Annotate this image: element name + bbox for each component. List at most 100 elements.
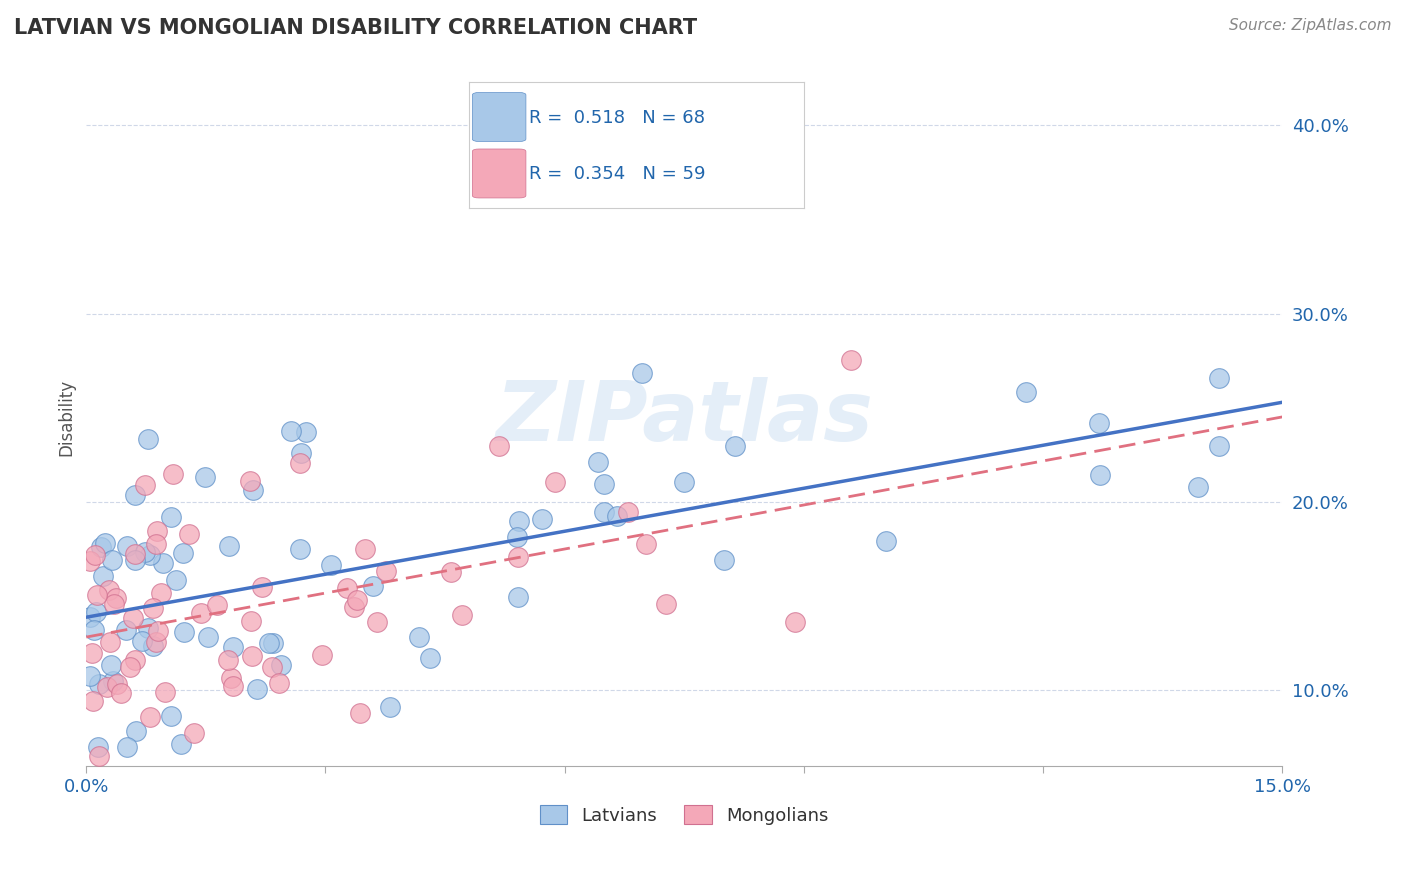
Point bbox=[125, 723, 148, 738]
Point bbox=[97, 582, 120, 597]
Point bbox=[295, 425, 318, 439]
Point bbox=[139, 710, 162, 724]
Point bbox=[134, 478, 156, 492]
Point bbox=[160, 509, 183, 524]
Point bbox=[162, 467, 184, 481]
Point bbox=[785, 615, 807, 630]
Point bbox=[531, 512, 554, 526]
Point bbox=[419, 650, 441, 665]
Point bbox=[194, 470, 217, 484]
Point bbox=[136, 621, 159, 635]
Point bbox=[242, 483, 264, 498]
Point bbox=[346, 592, 368, 607]
Point bbox=[366, 615, 388, 630]
Point bbox=[617, 505, 640, 519]
Point bbox=[82, 693, 104, 707]
Point bbox=[152, 556, 174, 570]
Text: Source: ZipAtlas.com: Source: ZipAtlas.com bbox=[1229, 18, 1392, 33]
Point bbox=[142, 639, 165, 653]
Point bbox=[240, 648, 263, 663]
Point bbox=[86, 605, 108, 619]
Point bbox=[197, 630, 219, 644]
Point bbox=[90, 540, 112, 554]
Point bbox=[343, 600, 366, 615]
Point bbox=[219, 671, 242, 685]
Point bbox=[115, 539, 138, 553]
Point bbox=[134, 544, 156, 558]
Point bbox=[142, 601, 165, 615]
Point bbox=[250, 580, 273, 594]
Point bbox=[290, 446, 312, 460]
Point bbox=[103, 597, 125, 611]
Point bbox=[96, 681, 118, 695]
Point bbox=[86, 739, 108, 754]
Text: LATVIAN VS MONGOLIAN DISABILITY CORRELATION CHART: LATVIAN VS MONGOLIAN DISABILITY CORRELAT… bbox=[14, 18, 697, 37]
Point bbox=[1014, 384, 1036, 399]
Point bbox=[875, 533, 897, 548]
Point bbox=[246, 681, 269, 696]
Legend: Latvians, Mongolians: Latvians, Mongolians bbox=[531, 797, 838, 833]
Point bbox=[118, 660, 141, 674]
Point bbox=[1088, 468, 1111, 483]
Point bbox=[631, 367, 654, 381]
Point bbox=[634, 537, 657, 551]
Point bbox=[160, 709, 183, 723]
Point bbox=[217, 653, 239, 667]
Point bbox=[1208, 371, 1230, 385]
Point bbox=[311, 648, 333, 662]
Point bbox=[354, 541, 377, 556]
Point bbox=[150, 586, 173, 600]
Point bbox=[713, 553, 735, 567]
Point bbox=[79, 668, 101, 682]
Point bbox=[408, 631, 430, 645]
Point bbox=[139, 548, 162, 562]
Point bbox=[655, 597, 678, 611]
Point bbox=[94, 536, 117, 550]
Point bbox=[262, 636, 284, 650]
Point bbox=[183, 726, 205, 740]
Point bbox=[98, 635, 121, 649]
Point bbox=[124, 653, 146, 667]
Point bbox=[100, 657, 122, 672]
Point bbox=[1208, 438, 1230, 452]
Point bbox=[105, 591, 128, 606]
Point bbox=[205, 599, 228, 613]
Point bbox=[508, 549, 530, 564]
Text: ZIPatlas: ZIPatlas bbox=[495, 376, 873, 458]
Point bbox=[222, 640, 245, 655]
Point bbox=[440, 565, 463, 579]
Point bbox=[110, 685, 132, 699]
Point bbox=[87, 677, 110, 691]
Point bbox=[148, 624, 170, 638]
Point bbox=[177, 526, 200, 541]
Point bbox=[170, 737, 193, 751]
Point bbox=[87, 749, 110, 764]
Point bbox=[146, 524, 169, 538]
Point bbox=[290, 541, 312, 556]
Point bbox=[375, 564, 398, 578]
Point bbox=[1187, 480, 1209, 494]
Point bbox=[172, 546, 194, 560]
Point bbox=[724, 439, 747, 453]
Point bbox=[240, 614, 263, 628]
Point bbox=[91, 569, 114, 583]
Point bbox=[79, 610, 101, 624]
Point bbox=[101, 553, 124, 567]
Point bbox=[673, 475, 696, 490]
Point bbox=[115, 739, 138, 754]
Point bbox=[1088, 416, 1111, 430]
Point bbox=[145, 635, 167, 649]
Point bbox=[190, 607, 212, 621]
Point bbox=[280, 424, 302, 438]
Point bbox=[83, 624, 105, 638]
Point bbox=[173, 625, 195, 640]
Point bbox=[103, 674, 125, 689]
Y-axis label: Disability: Disability bbox=[58, 378, 75, 456]
Point bbox=[378, 700, 401, 714]
Point bbox=[336, 581, 359, 595]
Point bbox=[121, 611, 143, 625]
Point bbox=[86, 588, 108, 602]
Point bbox=[115, 624, 138, 638]
Point bbox=[124, 488, 146, 502]
Point bbox=[138, 433, 160, 447]
